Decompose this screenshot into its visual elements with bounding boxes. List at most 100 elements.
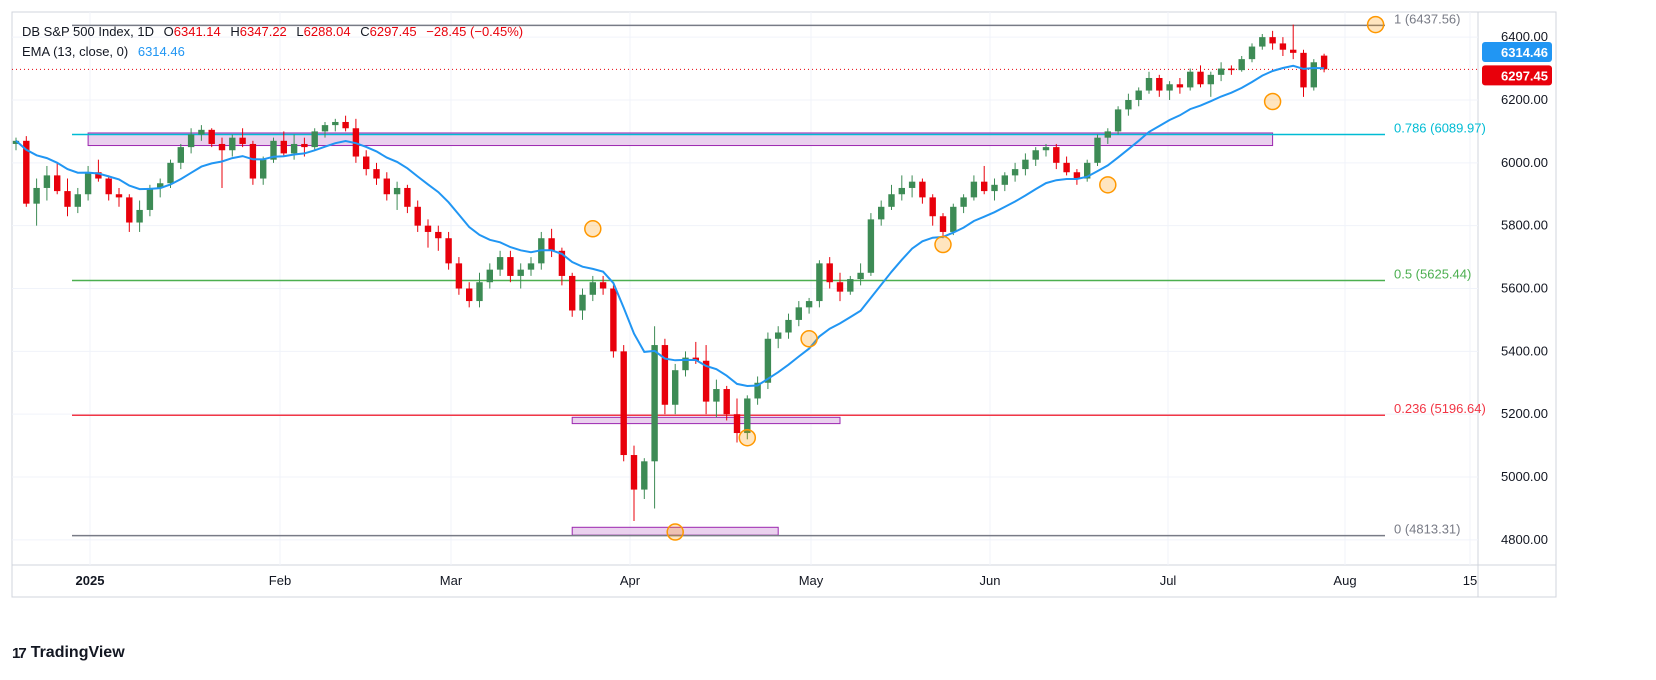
fib-level-label: 0.5 (5625.44) bbox=[1394, 267, 1471, 282]
candle-body bbox=[1269, 37, 1276, 44]
low-value: 6288.04 bbox=[303, 24, 351, 39]
candle-body bbox=[733, 414, 741, 434]
x-tick-label: Jun bbox=[980, 573, 1001, 588]
candle-body bbox=[321, 125, 329, 132]
candle-body bbox=[363, 156, 370, 170]
x-tick-label: Aug bbox=[1333, 573, 1356, 588]
candle-body bbox=[785, 319, 792, 333]
fib-level-label: 0.786 (6089.97) bbox=[1394, 121, 1486, 136]
y-tick-label: 5600.00 bbox=[1501, 281, 1548, 296]
candle-body bbox=[435, 231, 442, 239]
candle-body bbox=[187, 134, 195, 148]
x-tick-label: Apr bbox=[620, 573, 641, 588]
candle-body bbox=[64, 191, 71, 207]
swing-marker bbox=[1263, 92, 1282, 111]
candle-body bbox=[1042, 147, 1050, 151]
candle-body bbox=[1207, 74, 1214, 85]
candle-body bbox=[981, 181, 988, 192]
swing-marker bbox=[934, 235, 952, 254]
close-value: 6297.45 bbox=[369, 24, 417, 39]
candle-body bbox=[1300, 52, 1307, 88]
support-zone bbox=[571, 416, 841, 425]
candle-body bbox=[1310, 62, 1317, 88]
candle-body bbox=[373, 169, 380, 179]
candle-body bbox=[754, 382, 761, 399]
candle-body bbox=[280, 140, 287, 154]
candle-body bbox=[1238, 59, 1245, 71]
candle-body bbox=[651, 345, 658, 462]
y-tick-label: 5400.00 bbox=[1501, 343, 1548, 358]
candle-body bbox=[290, 143, 298, 154]
swing-marker bbox=[584, 220, 602, 238]
candle-body bbox=[270, 140, 277, 160]
candle-body bbox=[558, 250, 566, 276]
high-value: 6347.22 bbox=[239, 24, 287, 39]
x-tick-label: Mar bbox=[440, 573, 463, 588]
open-label: O bbox=[163, 24, 174, 39]
candle-body bbox=[404, 187, 411, 207]
candle-body bbox=[579, 294, 586, 311]
candle-body bbox=[888, 194, 895, 207]
y-tick-label: 4800.00 bbox=[1501, 532, 1548, 547]
candle-body bbox=[208, 129, 215, 144]
candle-body bbox=[198, 129, 205, 135]
candle-body bbox=[867, 219, 875, 273]
candle-body bbox=[1197, 71, 1204, 85]
candle-body bbox=[1053, 147, 1060, 163]
candle-body bbox=[167, 162, 174, 184]
candle-body bbox=[455, 263, 463, 289]
candle-body bbox=[569, 275, 576, 311]
candle-body bbox=[847, 279, 854, 292]
candle-body bbox=[136, 209, 143, 223]
candle-body bbox=[970, 181, 978, 198]
candle-body bbox=[476, 282, 483, 302]
candle-body bbox=[527, 263, 535, 270]
candle-body bbox=[1248, 46, 1256, 60]
candle-body bbox=[1217, 68, 1225, 75]
tradingview-footer[interactable]: 17 TradingView bbox=[12, 644, 125, 662]
candle-body bbox=[517, 269, 524, 276]
chart-border bbox=[11, 11, 1557, 598]
candle-body bbox=[507, 257, 514, 276]
ema-legend[interactable]: EMA (13, close, 0) 6314.46 bbox=[22, 44, 191, 59]
candle-body bbox=[548, 238, 555, 251]
candle-body bbox=[342, 121, 349, 129]
candle-body bbox=[496, 257, 504, 270]
tradingview-logo-icon: 17 bbox=[12, 644, 27, 662]
candle-body bbox=[1145, 77, 1153, 91]
ema-label: EMA (13, close, 0) bbox=[22, 44, 129, 59]
change-value: −28.45 (−0.45%) bbox=[426, 24, 524, 39]
candle-body bbox=[1032, 150, 1039, 160]
candle-body bbox=[1135, 90, 1142, 100]
candle-body bbox=[1104, 131, 1111, 138]
x-tick-label: Jul bbox=[1160, 573, 1177, 588]
candle-body bbox=[1022, 159, 1029, 170]
candle-body bbox=[857, 272, 864, 280]
candle-body bbox=[424, 225, 432, 232]
y-tick-label: 6000.00 bbox=[1501, 155, 1548, 170]
swing-marker bbox=[666, 523, 684, 541]
candle-body bbox=[1063, 162, 1070, 173]
y-tick-label: 6200.00 bbox=[1501, 92, 1548, 107]
ohlc-legend: DB S&P 500 Index, 1D O6341.14 H6347.22 L… bbox=[22, 24, 529, 39]
candle-body bbox=[1094, 137, 1101, 163]
candle-body bbox=[1176, 84, 1184, 88]
price-label-badge bbox=[1482, 42, 1552, 63]
y-tick-label: 5200.00 bbox=[1501, 406, 1548, 421]
candle-body bbox=[630, 455, 638, 490]
candle-body bbox=[805, 301, 813, 308]
y-tick-label: 5800.00 bbox=[1501, 218, 1548, 233]
candle-body bbox=[1084, 162, 1091, 179]
candle-body bbox=[157, 183, 164, 188]
candle-body bbox=[1187, 71, 1194, 88]
candle-body bbox=[795, 307, 802, 320]
candle-body bbox=[126, 197, 133, 223]
candle-body bbox=[599, 282, 607, 289]
candle-body bbox=[836, 282, 844, 292]
candle-body bbox=[661, 345, 669, 405]
candle-body bbox=[1259, 37, 1266, 47]
candle-body bbox=[908, 181, 916, 188]
candle-body bbox=[74, 194, 81, 207]
candle-body bbox=[919, 181, 926, 198]
